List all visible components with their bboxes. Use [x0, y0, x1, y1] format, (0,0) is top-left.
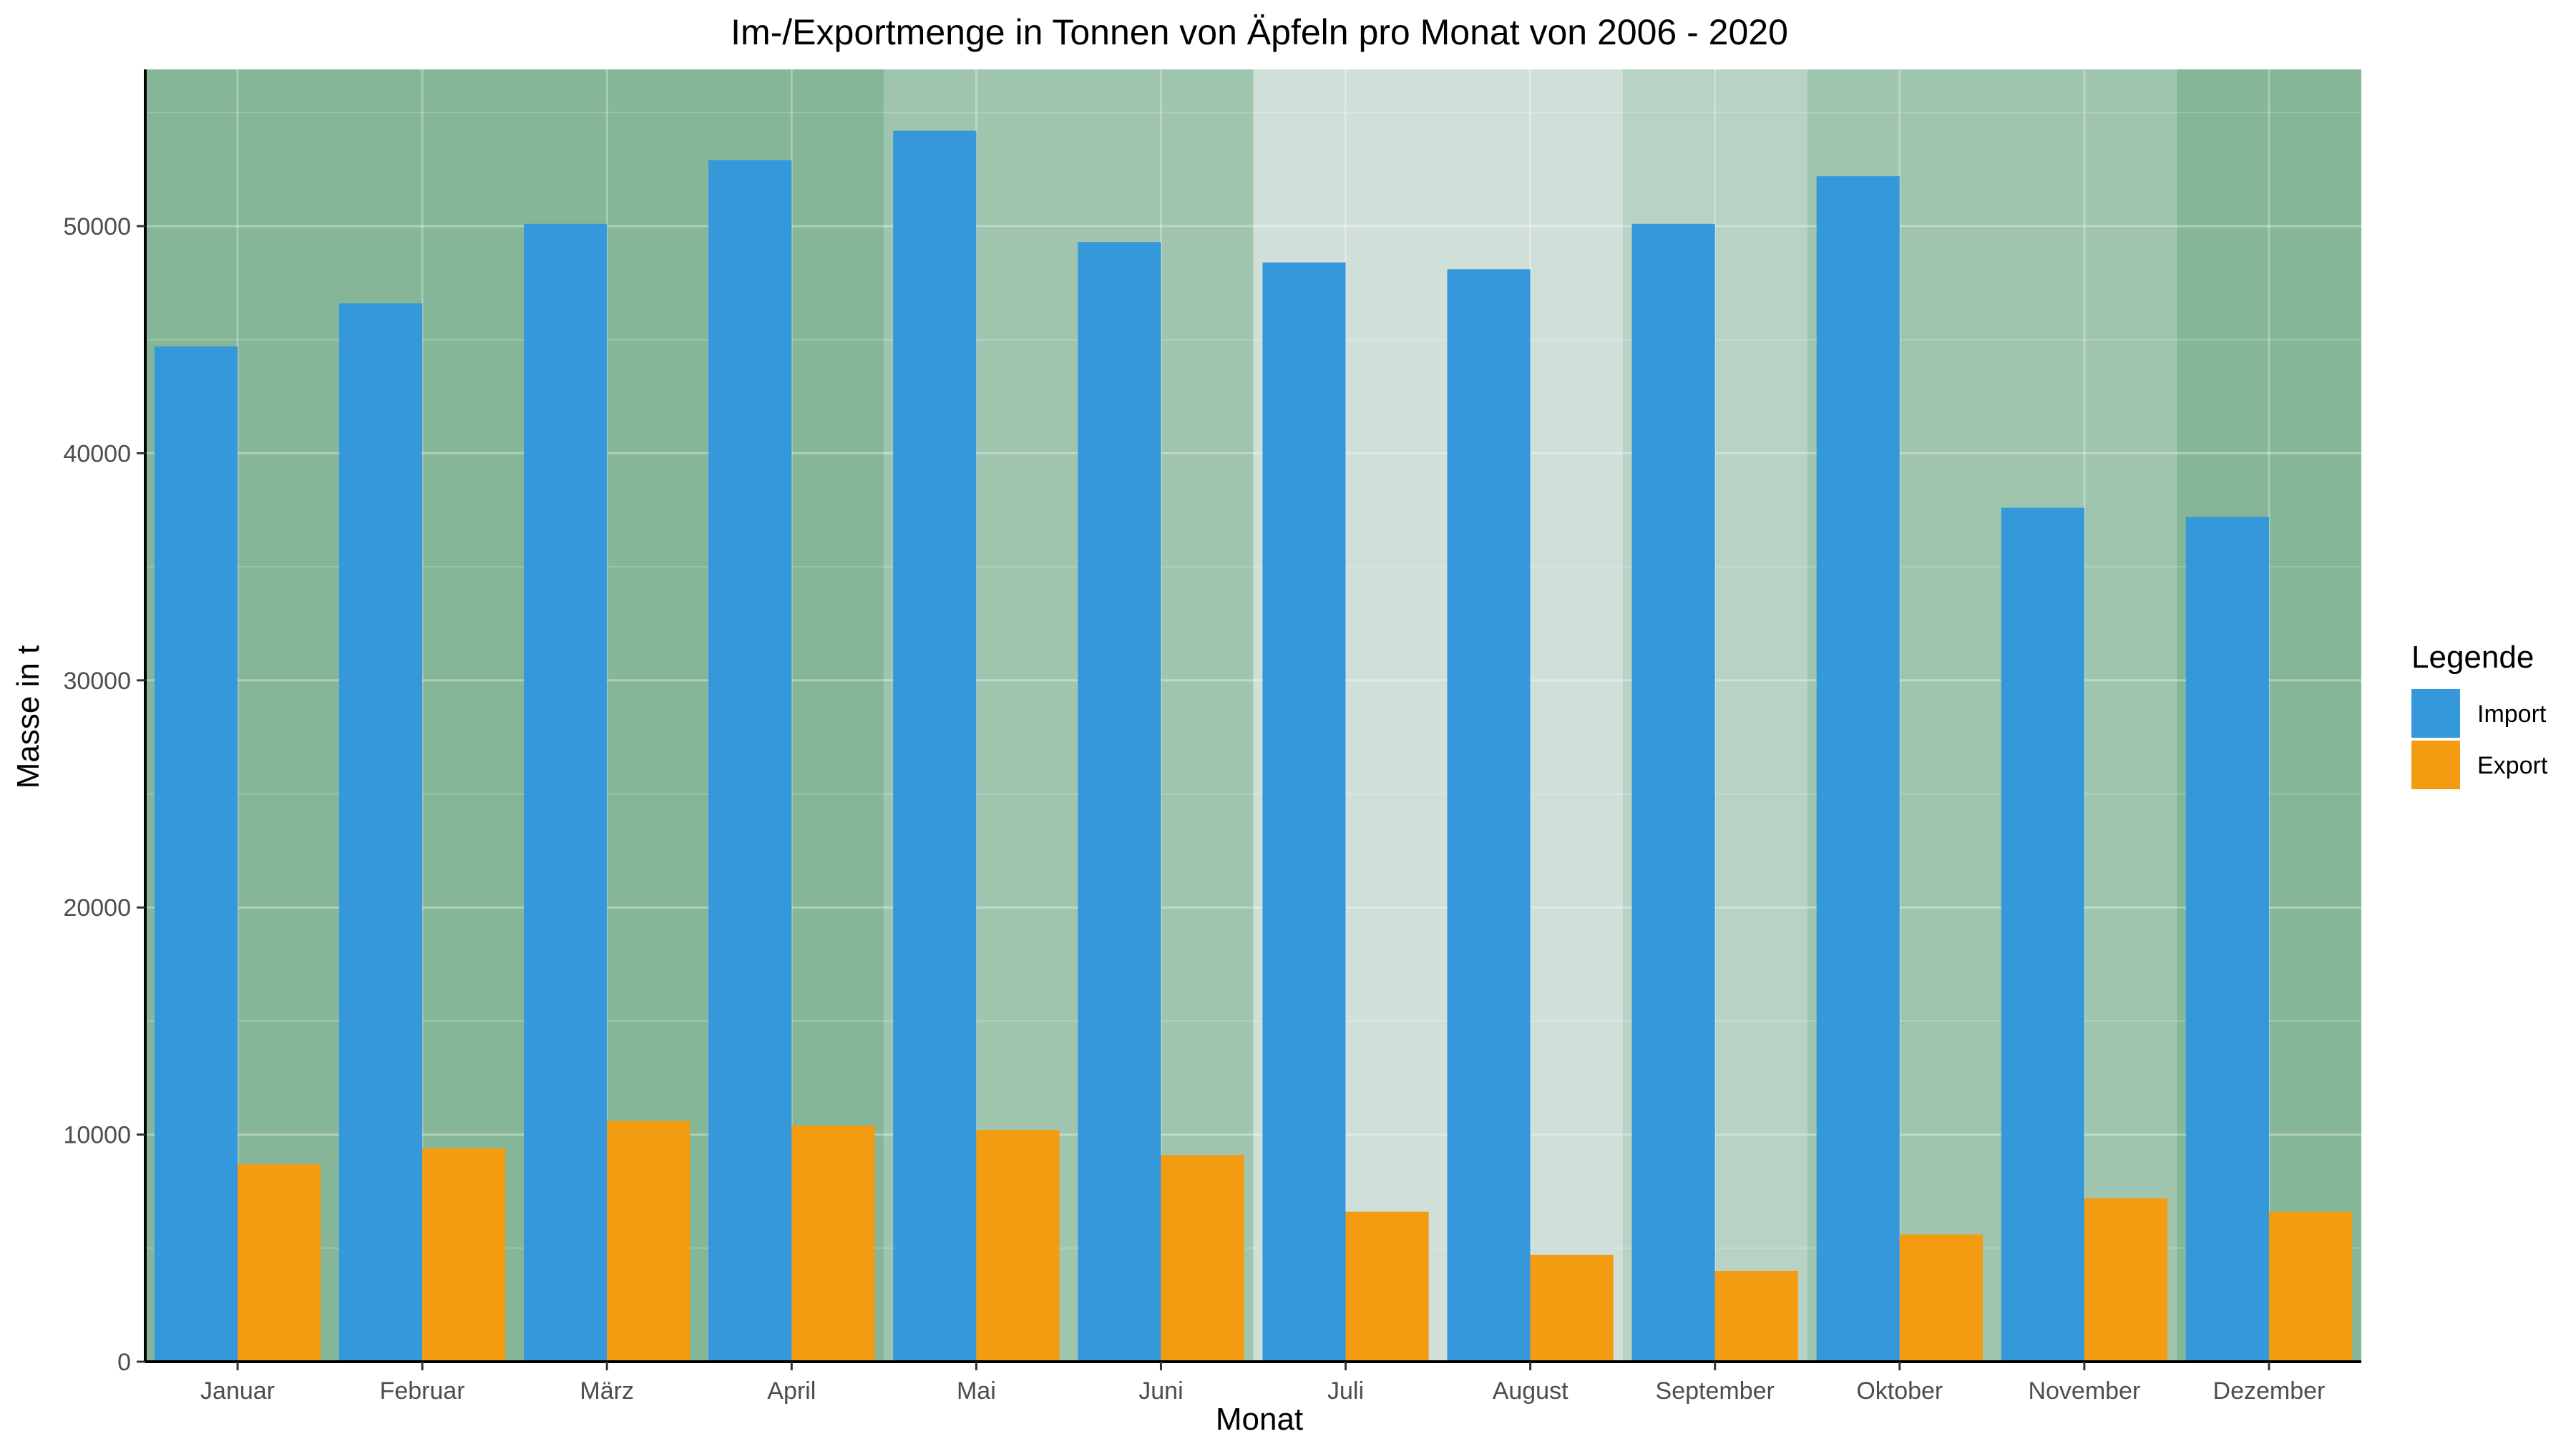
- legend-label-export: Export: [2477, 752, 2548, 779]
- legend-swatch-export: [2411, 741, 2460, 789]
- x-axis-ticks: Januar Februar März April Mai Juni Juli August S…: [200, 1362, 2325, 1405]
- bar-export-juli: [1345, 1211, 1429, 1362]
- y-tick-label: 30000: [63, 668, 131, 695]
- legend: Legende Import Export: [2411, 640, 2548, 789]
- bar-import-dezember: [2185, 517, 2269, 1362]
- y-axis-title: Masse in t: [11, 645, 46, 789]
- bar-import-januar: [154, 346, 238, 1362]
- bar-export-märz: [607, 1121, 691, 1362]
- x-axis-title: Monat: [1216, 1402, 1303, 1437]
- bar-import-august: [1447, 269, 1531, 1362]
- bar-import-november: [2001, 507, 2084, 1362]
- chart-title: Im-/Exportmenge in Tonnen von Äpfeln pro…: [731, 12, 1788, 52]
- y-axis-ticks: 0 10000 20000 30000 40000 50000: [63, 213, 145, 1376]
- y-tick-label: 10000: [63, 1122, 131, 1149]
- bar-export-januar: [238, 1163, 321, 1362]
- x-tick-label: November: [2028, 1377, 2140, 1405]
- x-tick-label: Februar: [380, 1377, 465, 1405]
- y-tick-label: 50000: [63, 213, 131, 240]
- bar-import-april: [708, 160, 792, 1362]
- bar-export-august: [1530, 1254, 1614, 1362]
- y-tick-label: 20000: [63, 894, 131, 922]
- bar-import-februar: [338, 303, 423, 1362]
- bar-export-november: [2084, 1198, 2168, 1362]
- x-tick-label: Mai: [957, 1377, 996, 1405]
- x-tick-label: Oktober: [1856, 1377, 1943, 1405]
- bar-import-september: [1631, 223, 1715, 1362]
- bar-export-oktober: [1899, 1234, 1983, 1362]
- bar-import-märz: [524, 223, 608, 1362]
- bar-export-mai: [976, 1130, 1060, 1362]
- y-tick-label: 0: [117, 1349, 131, 1376]
- legend-items: Import Export: [2411, 689, 2548, 789]
- x-tick-label: Juli: [1327, 1377, 1364, 1405]
- x-tick-label: April: [767, 1377, 816, 1405]
- bar-import-juni: [1078, 242, 1161, 1362]
- legend-swatch-import: [2411, 689, 2460, 738]
- bar-import-mai: [893, 130, 977, 1362]
- legend-label-import: Import: [2477, 701, 2547, 728]
- x-tick-label: August: [1493, 1377, 1568, 1405]
- x-tick-label: Juni: [1138, 1377, 1183, 1405]
- x-tick-label: März: [580, 1377, 634, 1405]
- x-tick-label: September: [1656, 1377, 1775, 1405]
- x-tick-label: Januar: [200, 1377, 275, 1405]
- bar-export-dezember: [2268, 1211, 2353, 1362]
- bars: [154, 130, 2353, 1362]
- bar-import-oktober: [1816, 176, 1900, 1362]
- bar-export-februar: [422, 1148, 506, 1362]
- y-tick-label: 40000: [63, 440, 131, 467]
- bar-import-juli: [1262, 262, 1346, 1362]
- bar-export-september: [1714, 1271, 1798, 1362]
- x-tick-label: Dezember: [2213, 1377, 2326, 1405]
- bar-export-april: [791, 1125, 875, 1362]
- legend-title: Legende: [2411, 640, 2534, 675]
- bar-export-juni: [1161, 1155, 1244, 1362]
